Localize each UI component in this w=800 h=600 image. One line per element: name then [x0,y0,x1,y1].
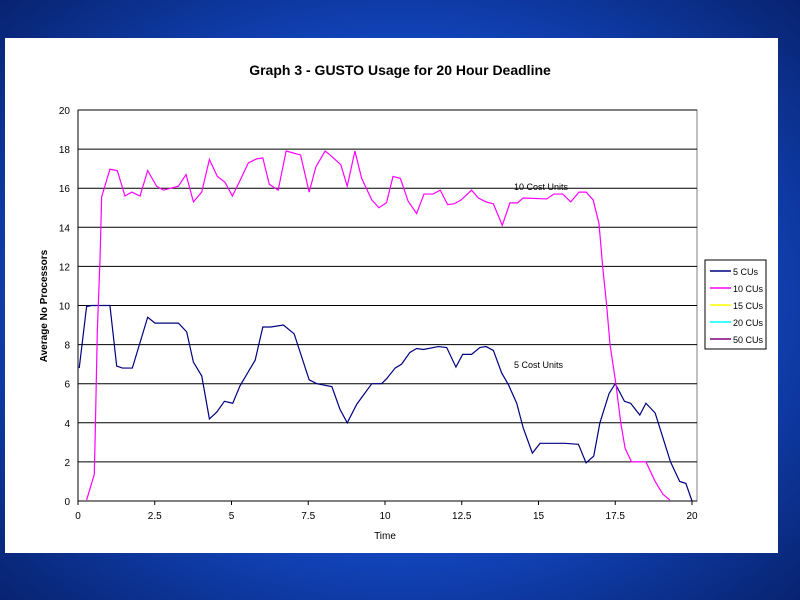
y-tick-label: 10 [59,302,71,313]
y-tick-label: 18 [59,145,71,156]
x-tick-label: 20 [686,511,698,522]
x-axis-label: Time [374,531,396,542]
y-tick-label: 8 [64,341,70,352]
series-line-10-cus [86,150,671,501]
x-tick-label: 7.5 [301,511,315,522]
x-tick-label: 17.5 [606,511,626,522]
legend: 5 CUs 10 CUs 15 CUs 20 CUs 50 CUs [704,259,767,350]
y-axis-label: Average No Processors [39,249,50,362]
legend-label: 5 CUs [733,267,759,277]
series-line-5-cus [78,304,693,502]
x-tick-label: 0 [75,511,81,522]
y-tick-label: 16 [59,184,71,195]
annotation-10-cost-units: 10 Cost Units [514,182,569,192]
x-tick-label: 10 [379,511,391,522]
legend-label: 50 CUs [733,335,764,345]
x-tick-label: 12.5 [452,511,472,522]
y-tick-label: 14 [59,223,71,234]
x-tick-label: 2.5 [148,511,162,522]
chart-title: Graph 3 - GUSTO Usage for 20 Hour Deadli… [249,62,551,78]
chart-panel [5,38,778,553]
y-tick-label: 20 [59,106,71,117]
x-tick-label: 15 [533,511,545,522]
y-tick-label: 6 [64,380,70,391]
y-tick-label: 4 [64,419,70,430]
y-tick-label: 2 [64,458,70,469]
legend-label: 15 CUs [733,301,764,311]
y-tick-label: 0 [64,497,70,508]
annotation-5-cost-units: 5 Cost Units [514,360,564,370]
legend-label: 20 CUs [733,318,764,328]
y-tick-label: 12 [59,262,71,273]
legend-label: 10 CUs [733,284,764,294]
x-tick-label: 5 [229,511,235,522]
